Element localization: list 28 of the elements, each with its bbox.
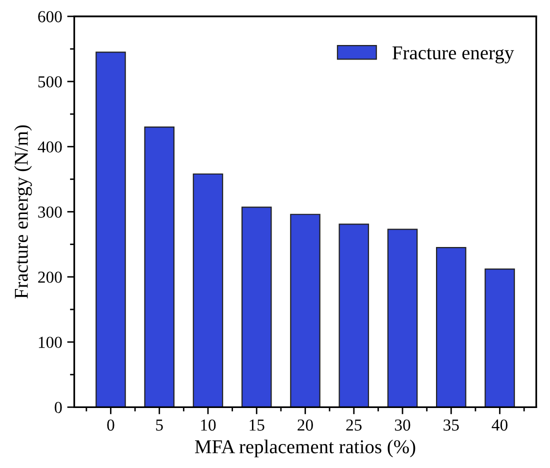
x-tick-label: 20 bbox=[298, 419, 313, 431]
x-tick-label: 0 bbox=[107, 419, 114, 431]
legend-label: Fracture energy bbox=[392, 46, 514, 64]
x-tick-label: 10 bbox=[201, 419, 216, 431]
y-tick-label: 400 bbox=[38, 141, 62, 153]
bar bbox=[144, 126, 174, 408]
x-tick-label: 25 bbox=[346, 419, 362, 431]
bar bbox=[436, 247, 466, 408]
bar bbox=[96, 52, 126, 408]
y-tick-label: 200 bbox=[38, 272, 62, 283]
bar bbox=[387, 228, 418, 408]
bar bbox=[241, 206, 272, 408]
y-tick-label: 600 bbox=[38, 11, 62, 22]
x-tick-label: 5 bbox=[156, 420, 163, 431]
x-tick-label: 30 bbox=[394, 419, 410, 431]
x-tick-label: 35 bbox=[444, 419, 459, 431]
y-tick-label: 100 bbox=[38, 336, 62, 348]
bar bbox=[192, 173, 224, 408]
x-tick-label: 40 bbox=[492, 419, 508, 431]
bar bbox=[290, 214, 320, 408]
y-tick-label: 300 bbox=[38, 206, 62, 218]
bar bbox=[338, 224, 370, 408]
x-axis-title: MFA replacement ratios (%) bbox=[195, 440, 416, 458]
x-tick-label: 15 bbox=[250, 420, 264, 431]
y-axis-title: Fracture energy (N/m) bbox=[14, 125, 32, 299]
y-tick-label: 0 bbox=[54, 402, 62, 414]
bar bbox=[484, 268, 515, 408]
y-tick-label: 500 bbox=[38, 76, 62, 88]
